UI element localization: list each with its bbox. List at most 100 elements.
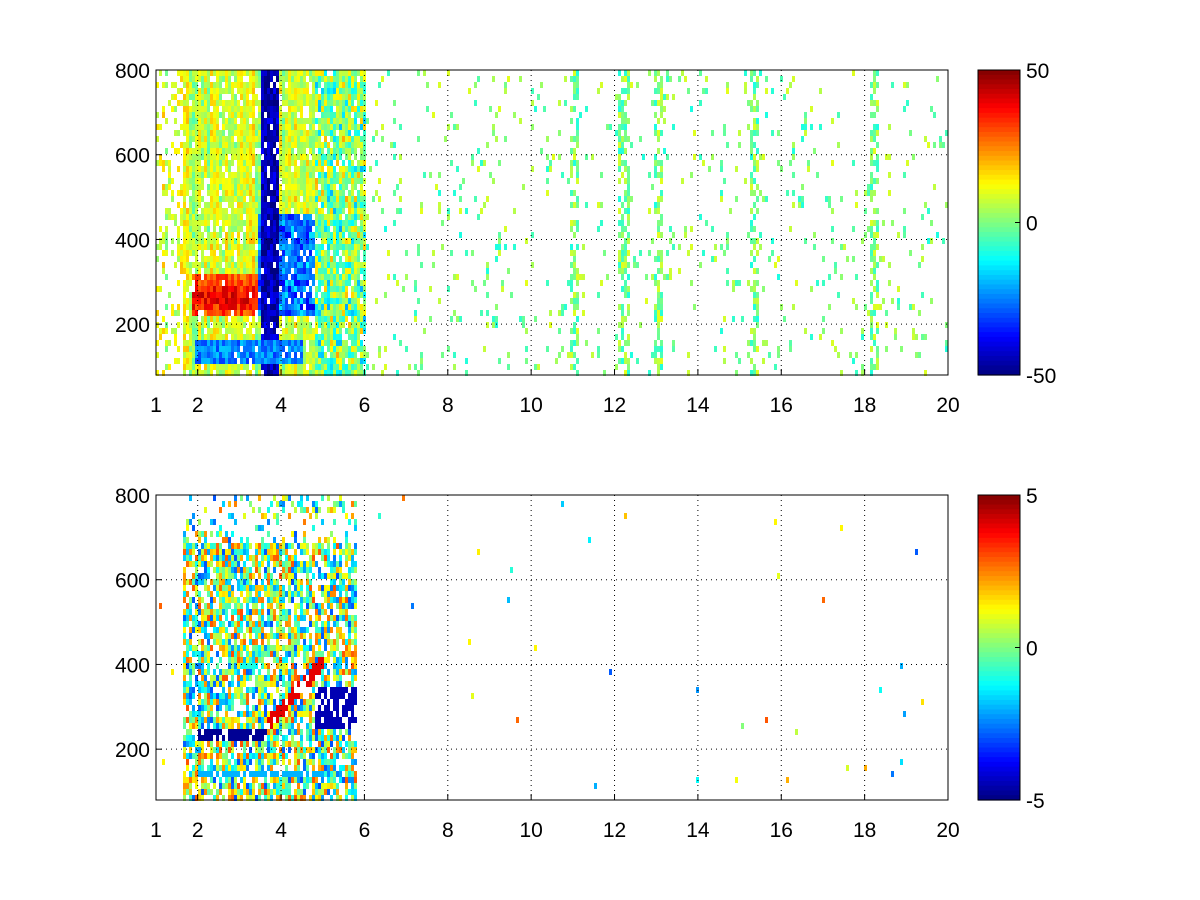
heatmap-cell [459, 196, 462, 202]
heatmap-cell [243, 190, 246, 196]
heatmap-cell [210, 154, 213, 160]
heatmap-cell [201, 795, 204, 801]
heatmap-cell [339, 346, 342, 352]
heatmap-cell [201, 669, 204, 675]
heatmap-cell [252, 274, 255, 280]
heatmap-cell [336, 136, 339, 142]
heatmap-cell [336, 94, 339, 100]
heatmap-cell [354, 310, 357, 316]
heatmap-cell [657, 268, 660, 274]
heatmap-cell [294, 346, 297, 352]
heatmap-cell [300, 352, 303, 358]
heatmap-cell [348, 196, 351, 202]
heatmap-cell [654, 316, 657, 322]
heatmap-cell [276, 274, 279, 280]
heatmap-cell [252, 268, 255, 274]
heatmap-cell [198, 232, 201, 238]
heatmap-cell [315, 178, 318, 184]
heatmap-cell [201, 531, 204, 537]
heatmap-cell [246, 154, 249, 160]
heatmap-cell [201, 615, 204, 621]
heatmap-cell [873, 274, 876, 280]
heatmap-cell [360, 238, 363, 244]
heatmap-cell [351, 334, 354, 340]
heatmap-cell [933, 112, 936, 118]
heatmap-cell [225, 717, 228, 723]
heatmap-cell [531, 166, 534, 172]
heatmap-cell [756, 130, 759, 136]
heatmap-cell [189, 184, 192, 190]
heatmap-cell [654, 304, 657, 310]
heatmap-cell [243, 136, 246, 142]
heatmap-cell [621, 250, 624, 256]
heatmap-cell [354, 178, 357, 184]
heatmap-cell [207, 94, 210, 100]
heatmap-cell [339, 136, 342, 142]
heatmap-cell [237, 304, 240, 310]
heatmap-cell [282, 214, 285, 220]
heatmap-cell [726, 232, 729, 238]
heatmap-cell [297, 154, 300, 160]
heatmap-cell [237, 220, 240, 226]
heatmap-cell [570, 340, 573, 346]
heatmap-cell [666, 154, 669, 160]
heatmap-cell [498, 238, 501, 244]
heatmap-cell [354, 70, 357, 76]
heatmap-cell [390, 142, 393, 148]
heatmap-cell [318, 322, 321, 328]
colorbar-swatch [978, 336, 1020, 343]
heatmap-cell [270, 208, 273, 214]
heatmap-cell [189, 232, 192, 238]
heatmap-cell [231, 621, 234, 627]
heatmap-cell [279, 160, 282, 166]
heatmap-cell [546, 166, 549, 172]
heatmap-cell [690, 226, 693, 232]
heatmap-cell [321, 142, 324, 148]
heatmap-cell [231, 160, 234, 166]
heatmap-cell [270, 154, 273, 160]
heatmap-cell [162, 328, 165, 334]
heatmap-cell [300, 76, 303, 82]
heatmap-cell [195, 244, 198, 250]
heatmap-cell [360, 106, 363, 112]
heatmap-cell [258, 208, 261, 214]
heatmap-cell [204, 106, 207, 112]
heatmap-cell [576, 160, 579, 166]
heatmap-cell [231, 651, 234, 657]
heatmap-cell [264, 148, 267, 154]
heatmap-cell [198, 274, 201, 280]
heatmap-cell [186, 100, 189, 106]
heatmap-cell [690, 106, 693, 112]
heatmap-cell [156, 286, 159, 292]
heatmap-cell [351, 214, 354, 220]
heatmap-cell [165, 118, 168, 124]
heatmap-cell [237, 286, 240, 292]
heatmap-cell [294, 184, 297, 190]
heatmap-cell [246, 190, 249, 196]
heatmap-cell [258, 232, 261, 238]
heatmap-cell [285, 328, 288, 334]
heatmap-cell [177, 250, 180, 256]
heatmap-cell [300, 136, 303, 142]
heatmap-cell [327, 220, 330, 226]
heatmap-cell [501, 286, 504, 292]
heatmap-cell [459, 208, 462, 214]
heatmap-cell [414, 316, 417, 322]
heatmap-cell [231, 591, 234, 597]
heatmap-cell [219, 334, 222, 340]
heatmap-cell [648, 208, 651, 214]
heatmap-cell [354, 124, 357, 130]
heatmap-cell [255, 70, 258, 76]
heatmap-cell [189, 603, 192, 609]
heatmap-cell [288, 310, 291, 316]
heatmap-cell [195, 292, 198, 298]
heatmap-cell [744, 82, 747, 88]
heatmap-cell [285, 184, 288, 190]
heatmap-cell [315, 286, 318, 292]
heatmap-cell [318, 232, 321, 238]
heatmap-cell [207, 765, 210, 771]
heatmap-cell [243, 112, 246, 118]
heatmap-cell [585, 340, 588, 346]
heatmap-cell [228, 549, 231, 555]
heatmap-cell [561, 304, 564, 310]
